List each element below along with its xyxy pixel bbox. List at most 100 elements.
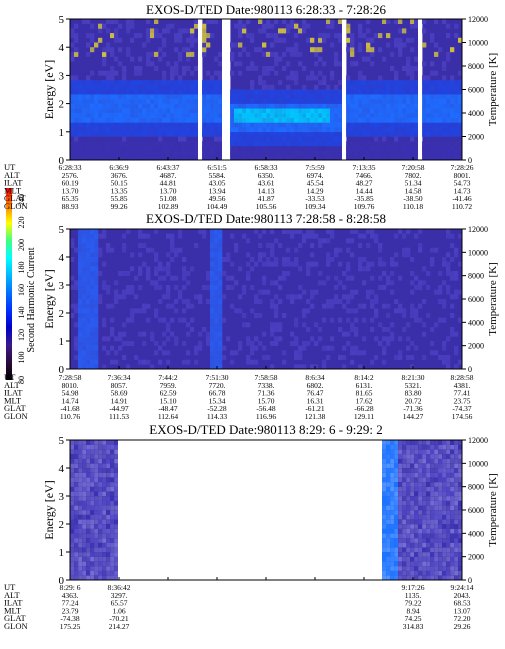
spectrogram-cell (290, 261, 295, 267)
spectrogram-cell (70, 510, 75, 515)
spectrogram-cell (74, 519, 79, 525)
spectrogram-cell (262, 252, 267, 258)
spectrogram-cell (114, 37, 119, 43)
spectrogram-cell (150, 141, 155, 147)
spectrogram-cell (130, 98, 135, 104)
spectrogram-cell (210, 257, 215, 262)
spectrogram-cell (370, 94, 375, 100)
spectrogram-cell (346, 331, 351, 337)
spectrogram-cell (410, 122, 415, 128)
spectrogram-cell (450, 313, 455, 318)
spectrogram-cell (230, 261, 235, 267)
spectrogram-cell (302, 141, 307, 147)
spectrogram-cell (418, 440, 423, 445)
spectrogram-cell (218, 280, 223, 286)
colorbar-tick-label: 240 (17, 194, 26, 206)
spectrogram-cell (86, 552, 91, 557)
spectrogram-cell (94, 122, 99, 128)
spectrogram-cell (218, 103, 223, 109)
spectrogram-cell (354, 98, 359, 104)
spectrogram-cell (318, 136, 323, 142)
spectrogram-cell (122, 131, 127, 137)
spectrogram-cell (86, 510, 91, 515)
spectrogram-cell (238, 28, 243, 34)
spectrogram-cell (318, 145, 323, 151)
spectrogram-cell (442, 317, 447, 323)
spectrogram-cell (446, 575, 451, 581)
spectrogram-cell (94, 327, 99, 332)
spectrogram-cell (374, 89, 379, 95)
spectrogram-cell (170, 141, 175, 147)
spectrogram-cell (78, 331, 83, 337)
spectrogram-cell (218, 345, 223, 351)
spectrogram-cell (386, 108, 391, 114)
spectrogram-cell (438, 145, 443, 151)
spectrogram-cell (438, 570, 443, 576)
spectrogram-cell (186, 56, 191, 62)
spectrogram-cell (98, 28, 103, 34)
spectrogram-cell (314, 131, 319, 137)
spectrogram-cell (406, 556, 411, 562)
spectrogram-cell (450, 271, 455, 276)
spectrogram-cell (426, 150, 431, 156)
data-gap (174, 440, 179, 580)
spectrogram-cell (270, 131, 275, 137)
spectrogram-cell (282, 108, 287, 114)
spectrogram-cell (458, 98, 463, 104)
spectrogram-cell (430, 341, 435, 346)
spectrogram-cell (446, 84, 451, 90)
orbit-value: 72.20 (454, 614, 471, 623)
spectrogram-cell (442, 500, 447, 506)
spectrogram-cell (234, 98, 239, 104)
spectrogram-cell (370, 47, 375, 53)
spectrogram-cell (258, 243, 263, 248)
spectrogram-cell (442, 468, 447, 473)
data-gap (198, 440, 203, 580)
spectrogram-cell (154, 113, 159, 118)
spectrogram-cell (346, 155, 351, 161)
spectrogram-cell (90, 331, 95, 337)
spectrogram-cell (370, 327, 375, 332)
spectrogram-cell (114, 150, 119, 156)
spectrogram-cell (82, 519, 87, 525)
spectrogram-cell (214, 322, 219, 328)
spectrogram-cell (138, 271, 143, 276)
spectrogram-cell (82, 341, 87, 346)
orbit-value: -74.37 (452, 404, 472, 413)
spectrogram-cell (86, 252, 91, 258)
spectrogram-cell (154, 127, 159, 133)
spectrogram-cell (362, 84, 367, 90)
spectrogram-cell (394, 556, 399, 562)
spectrogram-cell (82, 500, 87, 506)
spectrogram-cell (430, 89, 435, 95)
spectrogram-cell (134, 155, 139, 161)
spectrogram-cell (302, 19, 307, 24)
spectrogram-cell (134, 33, 139, 39)
data-gap (198, 19, 203, 160)
orbit-value: 6350. (258, 171, 275, 180)
spectrogram-cell (250, 145, 255, 151)
spectrogram-cell (250, 341, 255, 346)
spectrogram-cell (350, 275, 355, 281)
spectrogram-cell (314, 289, 319, 295)
spectrogram-cell (70, 556, 75, 562)
spectrogram-cell (102, 117, 107, 123)
spectrogram-cell (418, 505, 423, 511)
spectrogram-cell (146, 33, 151, 39)
spectrogram-cell (158, 56, 163, 62)
spectrogram-cell (138, 103, 143, 109)
spectrogram-cell (446, 449, 451, 455)
spectrogram-cell (82, 336, 87, 342)
spectrogram-cell (346, 23, 351, 29)
spectrogram-cell (194, 103, 199, 109)
spectrogram-cell (86, 514, 91, 520)
spectrogram-cell (214, 359, 219, 365)
spectrogram-cell (418, 472, 423, 478)
spectrogram-cell (82, 303, 87, 309)
spectrogram-cell (90, 454, 95, 459)
spectrogram-cell (350, 345, 355, 351)
spectrogram-cell (90, 556, 95, 562)
spectrogram-cell (122, 341, 127, 346)
spectrogram-cell (82, 317, 87, 323)
spectrogram-cell (290, 122, 295, 128)
